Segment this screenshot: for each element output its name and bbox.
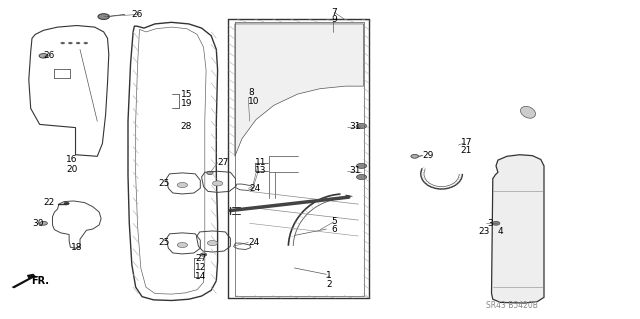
Text: 31: 31: [349, 166, 360, 175]
Text: 31: 31: [349, 122, 360, 131]
Circle shape: [212, 181, 223, 186]
Text: 17: 17: [461, 138, 472, 147]
Text: 1: 1: [326, 271, 332, 280]
Circle shape: [356, 123, 367, 129]
Text: 20: 20: [66, 165, 77, 174]
Text: 27: 27: [195, 254, 207, 263]
Text: 24: 24: [250, 184, 261, 193]
Text: 3: 3: [488, 219, 493, 228]
Circle shape: [356, 174, 367, 180]
Text: 29: 29: [422, 151, 434, 160]
Circle shape: [207, 241, 218, 246]
Circle shape: [492, 221, 500, 225]
Text: 6: 6: [332, 225, 337, 234]
Circle shape: [39, 54, 48, 58]
Text: FR.: FR.: [31, 276, 49, 286]
Polygon shape: [12, 274, 37, 288]
Circle shape: [200, 253, 207, 256]
Circle shape: [84, 42, 88, 44]
Text: 18: 18: [71, 243, 83, 252]
Text: 21: 21: [461, 146, 472, 155]
Text: 25: 25: [159, 179, 170, 188]
Circle shape: [207, 171, 213, 174]
Circle shape: [98, 14, 109, 19]
Text: 26: 26: [131, 10, 143, 19]
Text: 27: 27: [218, 158, 229, 167]
Text: SR43 B5420B: SR43 B5420B: [486, 301, 538, 310]
Circle shape: [61, 42, 65, 44]
Text: 30: 30: [32, 219, 44, 228]
Circle shape: [411, 154, 419, 158]
Text: 25: 25: [159, 238, 170, 247]
Text: 10: 10: [248, 97, 260, 106]
Text: 24: 24: [248, 238, 260, 247]
Text: 12: 12: [195, 263, 207, 272]
Text: 19: 19: [180, 99, 192, 108]
Polygon shape: [492, 155, 544, 303]
Text: 14: 14: [195, 272, 207, 281]
Circle shape: [177, 242, 188, 248]
Text: 13: 13: [255, 166, 266, 175]
Text: 28: 28: [180, 122, 192, 130]
Circle shape: [177, 182, 188, 188]
Circle shape: [76, 42, 80, 44]
Circle shape: [68, 42, 72, 44]
Text: 5: 5: [332, 217, 337, 226]
Text: 22: 22: [44, 198, 55, 207]
Text: 11: 11: [255, 158, 266, 167]
Text: 26: 26: [44, 51, 55, 60]
Circle shape: [356, 163, 367, 168]
Text: 8: 8: [248, 88, 254, 97]
Ellipse shape: [520, 106, 536, 118]
Polygon shape: [346, 195, 353, 198]
Text: 23: 23: [479, 227, 490, 236]
Circle shape: [64, 202, 69, 205]
Text: 7: 7: [332, 8, 337, 17]
Text: 4: 4: [498, 227, 504, 236]
Text: 15: 15: [180, 90, 192, 99]
Text: 9: 9: [332, 15, 337, 24]
Text: 16: 16: [66, 155, 77, 164]
Polygon shape: [235, 24, 364, 156]
Text: 2: 2: [326, 280, 332, 289]
Circle shape: [40, 221, 47, 225]
